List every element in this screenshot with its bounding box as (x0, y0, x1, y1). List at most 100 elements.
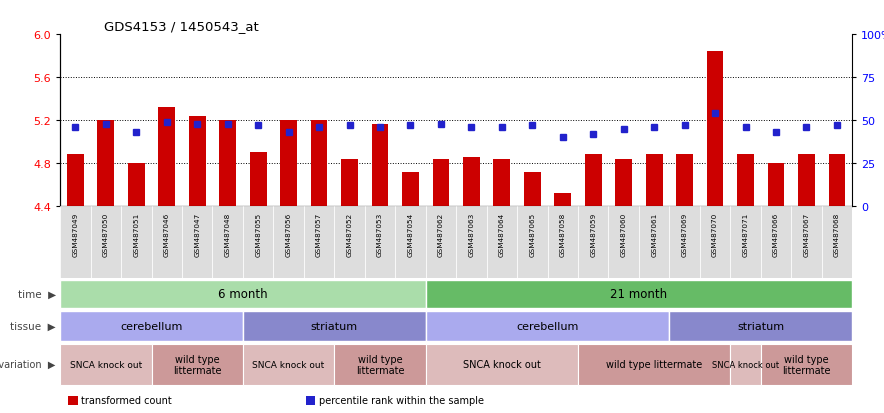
Bar (371, 125, 388, 206)
Bar (90, 206, 121, 279)
Bar (121, 206, 151, 279)
Bar (761, 344, 852, 385)
Bar (615, 159, 632, 206)
Bar (798, 155, 815, 206)
Text: GSM487061: GSM487061 (652, 212, 657, 256)
Text: GSM487051: GSM487051 (133, 212, 140, 256)
Text: genotype/variation  ▶: genotype/variation ▶ (0, 359, 56, 370)
Bar (212, 206, 243, 279)
Bar (151, 206, 182, 279)
Bar (669, 206, 700, 279)
Bar (60, 311, 243, 342)
Bar (273, 206, 304, 279)
Bar (554, 194, 571, 206)
Bar (334, 206, 365, 279)
Bar (828, 155, 845, 206)
Text: GSM487054: GSM487054 (408, 212, 414, 256)
Bar (304, 206, 334, 279)
Bar (306, 396, 316, 405)
Text: GSM487064: GSM487064 (499, 212, 505, 256)
Bar (60, 206, 90, 279)
Text: GSM487052: GSM487052 (347, 212, 353, 256)
Text: GSM487046: GSM487046 (164, 212, 170, 256)
Bar (585, 155, 602, 206)
Bar (426, 344, 578, 385)
Bar (737, 155, 754, 206)
Text: striatum: striatum (310, 321, 358, 331)
Text: GSM487058: GSM487058 (560, 212, 566, 256)
Text: GSM487053: GSM487053 (377, 212, 383, 256)
Bar (456, 206, 486, 279)
Text: cerebellum: cerebellum (516, 321, 579, 331)
Text: GSM487065: GSM487065 (530, 212, 536, 256)
Bar (243, 344, 334, 385)
Bar (60, 344, 151, 385)
Text: tissue  ▶: tissue ▶ (10, 321, 56, 331)
Bar (189, 116, 206, 206)
Bar (578, 344, 730, 385)
Bar (243, 206, 273, 279)
Bar (767, 164, 784, 206)
Bar (676, 155, 693, 206)
Bar (426, 280, 852, 309)
Text: GSM487049: GSM487049 (72, 212, 79, 256)
Bar (426, 311, 669, 342)
Text: GDS4153 / 1450543_at: GDS4153 / 1450543_at (104, 20, 259, 33)
Bar (334, 344, 426, 385)
Bar (730, 206, 761, 279)
Bar (646, 155, 662, 206)
Text: GSM487070: GSM487070 (713, 212, 718, 256)
Bar (151, 344, 243, 385)
Bar (669, 311, 852, 342)
Text: GSM487050: GSM487050 (103, 212, 109, 256)
Text: 6 month: 6 month (218, 288, 268, 301)
Text: GSM487047: GSM487047 (194, 212, 200, 256)
Text: transformed count: transformed count (81, 395, 172, 405)
Bar (463, 157, 480, 206)
Bar (517, 206, 547, 279)
Bar (68, 396, 78, 405)
Bar (402, 172, 419, 206)
Text: wild type
littermate: wild type littermate (355, 354, 404, 375)
Text: GSM487063: GSM487063 (469, 212, 475, 256)
Bar (493, 159, 510, 206)
Text: GSM487059: GSM487059 (591, 212, 596, 256)
Text: wild type
littermate: wild type littermate (173, 354, 222, 375)
Text: GSM487062: GSM487062 (438, 212, 444, 256)
Text: 21 month: 21 month (610, 288, 667, 301)
Bar (761, 206, 791, 279)
Text: wild type littermate: wild type littermate (606, 359, 702, 370)
Text: cerebellum: cerebellum (120, 321, 183, 331)
Bar (578, 206, 608, 279)
Bar (608, 206, 639, 279)
Bar (182, 206, 212, 279)
Text: SNCA knock out: SNCA knock out (253, 360, 324, 369)
Bar (547, 206, 578, 279)
Text: SNCA knock out: SNCA knock out (712, 360, 779, 369)
Bar (280, 121, 297, 206)
Bar (158, 108, 175, 206)
Text: GSM487060: GSM487060 (621, 212, 627, 256)
Text: percentile rank within the sample: percentile rank within the sample (319, 395, 484, 405)
Bar (128, 164, 145, 206)
Text: SNCA knock out: SNCA knock out (463, 359, 541, 370)
Text: GSM487048: GSM487048 (225, 212, 231, 256)
Bar (791, 206, 822, 279)
Bar (700, 206, 730, 279)
Bar (524, 172, 541, 206)
Bar (395, 206, 426, 279)
Text: GSM487069: GSM487069 (682, 212, 688, 256)
Bar (822, 206, 852, 279)
Text: GSM487067: GSM487067 (804, 212, 810, 256)
Bar (67, 155, 84, 206)
Text: GSM487056: GSM487056 (286, 212, 292, 256)
Text: GSM487055: GSM487055 (255, 212, 261, 256)
Bar (341, 159, 358, 206)
Text: GSM487057: GSM487057 (316, 212, 322, 256)
Bar (365, 206, 395, 279)
Bar (432, 159, 449, 206)
Text: wild type
littermate: wild type littermate (782, 354, 831, 375)
Bar (730, 344, 761, 385)
Bar (243, 311, 426, 342)
Text: striatum: striatum (737, 321, 784, 331)
